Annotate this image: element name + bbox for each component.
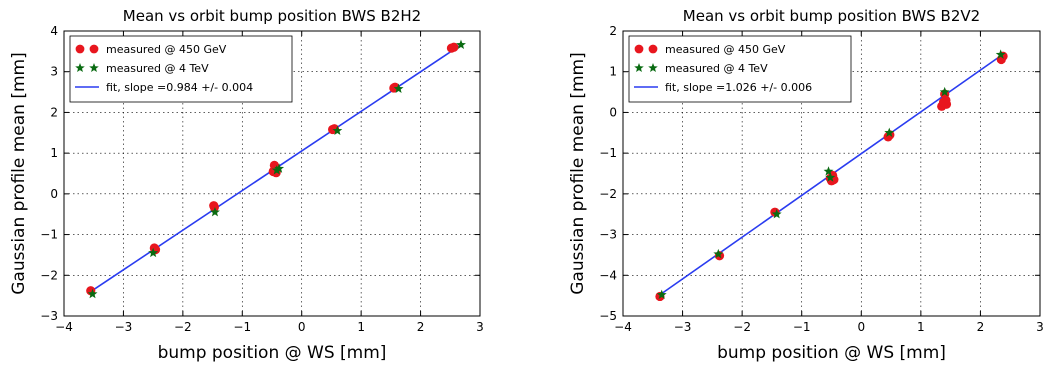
x-tick-label: −1 — [233, 320, 251, 334]
legend-label-450gev: measured @ 450 GeV — [665, 43, 786, 56]
axes-frame — [63, 30, 481, 317]
legend: measured @ 450 GeV measured @ 4 TeV fit, s… — [69, 35, 293, 103]
x-tick-label: −2 — [174, 320, 192, 334]
x-axis-label: bump position @ WS [mm] — [158, 343, 387, 363]
y-tick-label: 4 — [50, 24, 58, 38]
legend-box — [628, 35, 852, 103]
legend-marker-4tev — [89, 63, 99, 73]
legend: measured @ 450 GeV measured @ 4 TeV fit, s… — [628, 35, 852, 103]
legend-box — [69, 35, 293, 103]
y-tick-label: −1 — [40, 228, 58, 242]
x-axis-label: bump position @ WS [mm] — [717, 343, 946, 363]
legend-label-4tev: measured @ 4 TeV — [665, 62, 768, 75]
point-4tev — [656, 289, 667, 300]
point-4tev — [87, 288, 98, 299]
y-tick-label: −1 — [599, 146, 617, 160]
x-tick-label: 1 — [917, 320, 925, 334]
point-4tev — [884, 127, 895, 137]
point-4tev — [393, 83, 404, 94]
point-4tev — [771, 209, 782, 219]
y-tick-label: −3 — [40, 309, 58, 323]
legend-marker-4tev — [648, 63, 658, 73]
point-450gev — [449, 42, 459, 52]
y-axis-label: Gaussian profile mean [mm] — [568, 52, 588, 295]
legend-marker-450gev — [634, 44, 644, 54]
chart-title: Mean vs orbit bump position BWS B2V2 — [683, 7, 980, 25]
point-4tev — [823, 166, 834, 176]
point-450gev — [941, 99, 952, 109]
point-4tev — [825, 172, 836, 182]
y-tick-label: 0 — [50, 187, 58, 201]
point-4tev — [995, 49, 1006, 59]
x-tick-label: 2 — [417, 320, 425, 334]
x-tick-label: 0 — [857, 320, 865, 334]
x-tick-label: 0 — [298, 320, 306, 334]
legend-marker-450gev — [89, 44, 99, 54]
point-4tev — [713, 248, 724, 259]
point-4tev — [271, 165, 282, 175]
point-4tev — [939, 86, 950, 97]
y-axis-label: Gaussian profile mean [mm] — [9, 52, 29, 295]
legend-marker-450gev — [75, 44, 85, 54]
y-tick-label: −5 — [599, 309, 617, 323]
point-4tev — [456, 39, 466, 50]
x-tick-label: 3 — [1036, 320, 1044, 334]
x-tick-label: −3 — [674, 320, 692, 334]
y-tick-label: −3 — [599, 228, 617, 242]
x-tick-label: −4 — [614, 320, 632, 334]
y-tick-label: 1 — [609, 65, 617, 79]
point-4tev — [332, 125, 343, 135]
legend-label-fit: fit, slope =1.026 +/- 0.006 — [665, 81, 812, 94]
legend-marker-4tev — [75, 63, 85, 73]
legend-label-450gev: measured @ 450 GeV — [106, 43, 227, 56]
point-450gev — [209, 202, 219, 212]
y-tick-label: −2 — [40, 268, 58, 282]
legend-label-fit: fit, slope =0.984 +/- 0.004 — [106, 81, 253, 94]
point-4tev — [148, 247, 159, 258]
y-tick-label: 2 — [609, 24, 617, 38]
legend-marker-4tev — [634, 63, 644, 73]
y-tick-label: −2 — [599, 187, 617, 201]
x-tick-label: 2 — [977, 320, 985, 334]
x-tick-label: 1 — [357, 320, 365, 334]
y-tick-label: 2 — [50, 105, 58, 119]
legend-marker-450gev — [648, 44, 658, 54]
point-4tev — [274, 163, 285, 173]
x-tick-label: 3 — [476, 320, 484, 334]
x-tick-label: −4 — [55, 320, 73, 334]
y-tick-label: 1 — [50, 146, 58, 160]
legend-label-4tev: measured @ 4 TeV — [106, 62, 209, 75]
y-tick-label: 3 — [50, 65, 58, 79]
x-tick-label: −1 — [793, 320, 811, 334]
chart-title: Mean vs orbit bump position BWS B2H2 — [123, 7, 421, 25]
y-tick-label: 0 — [609, 105, 617, 119]
x-tick-label: −3 — [115, 320, 133, 334]
point-4tev — [210, 206, 220, 217]
axes-frame — [622, 30, 1041, 317]
y-tick-label: −4 — [599, 268, 617, 282]
x-tick-label: −2 — [733, 320, 751, 334]
